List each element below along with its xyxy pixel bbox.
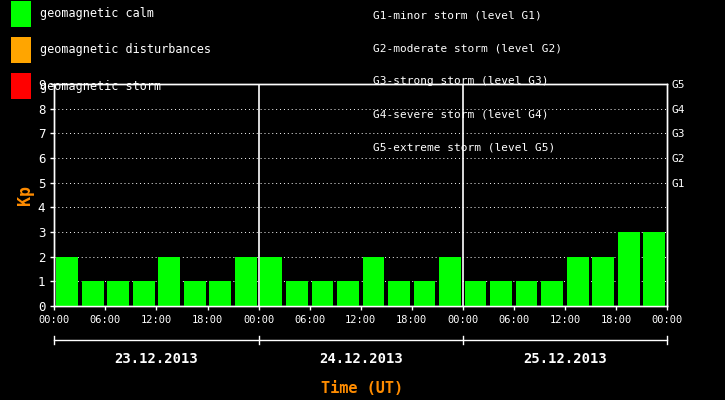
Bar xyxy=(567,257,589,306)
Bar xyxy=(133,281,154,306)
Text: geomagnetic calm: geomagnetic calm xyxy=(40,8,154,20)
Y-axis label: Kp: Kp xyxy=(16,185,33,205)
Bar xyxy=(643,232,665,306)
Bar xyxy=(107,281,129,306)
Bar xyxy=(235,257,257,306)
Bar xyxy=(286,281,307,306)
Bar xyxy=(158,257,180,306)
Bar xyxy=(388,281,410,306)
Bar xyxy=(592,257,614,306)
Bar xyxy=(82,281,104,306)
Bar xyxy=(312,281,334,306)
Bar xyxy=(439,257,461,306)
Text: G3-strong storm (level G3): G3-strong storm (level G3) xyxy=(373,76,549,86)
Bar xyxy=(414,281,435,306)
Bar xyxy=(210,281,231,306)
Text: Time (UT): Time (UT) xyxy=(321,381,404,396)
Bar xyxy=(465,281,486,306)
Bar xyxy=(57,257,78,306)
Bar xyxy=(542,281,563,306)
Bar xyxy=(184,281,206,306)
Text: G1-minor storm (level G1): G1-minor storm (level G1) xyxy=(373,10,542,20)
Text: geomagnetic storm: geomagnetic storm xyxy=(40,80,161,92)
Bar xyxy=(260,257,282,306)
Text: G4-severe storm (level G4): G4-severe storm (level G4) xyxy=(373,110,549,120)
Text: G2-moderate storm (level G2): G2-moderate storm (level G2) xyxy=(373,43,563,53)
Bar xyxy=(362,257,384,306)
Bar xyxy=(515,281,537,306)
Bar xyxy=(618,232,639,306)
Text: 25.12.2013: 25.12.2013 xyxy=(523,352,607,366)
Text: geomagnetic disturbances: geomagnetic disturbances xyxy=(40,44,211,56)
Bar xyxy=(490,281,512,306)
Bar xyxy=(337,281,359,306)
Text: 23.12.2013: 23.12.2013 xyxy=(115,352,199,366)
Text: 24.12.2013: 24.12.2013 xyxy=(319,352,402,366)
Text: G5-extreme storm (level G5): G5-extreme storm (level G5) xyxy=(373,143,555,153)
